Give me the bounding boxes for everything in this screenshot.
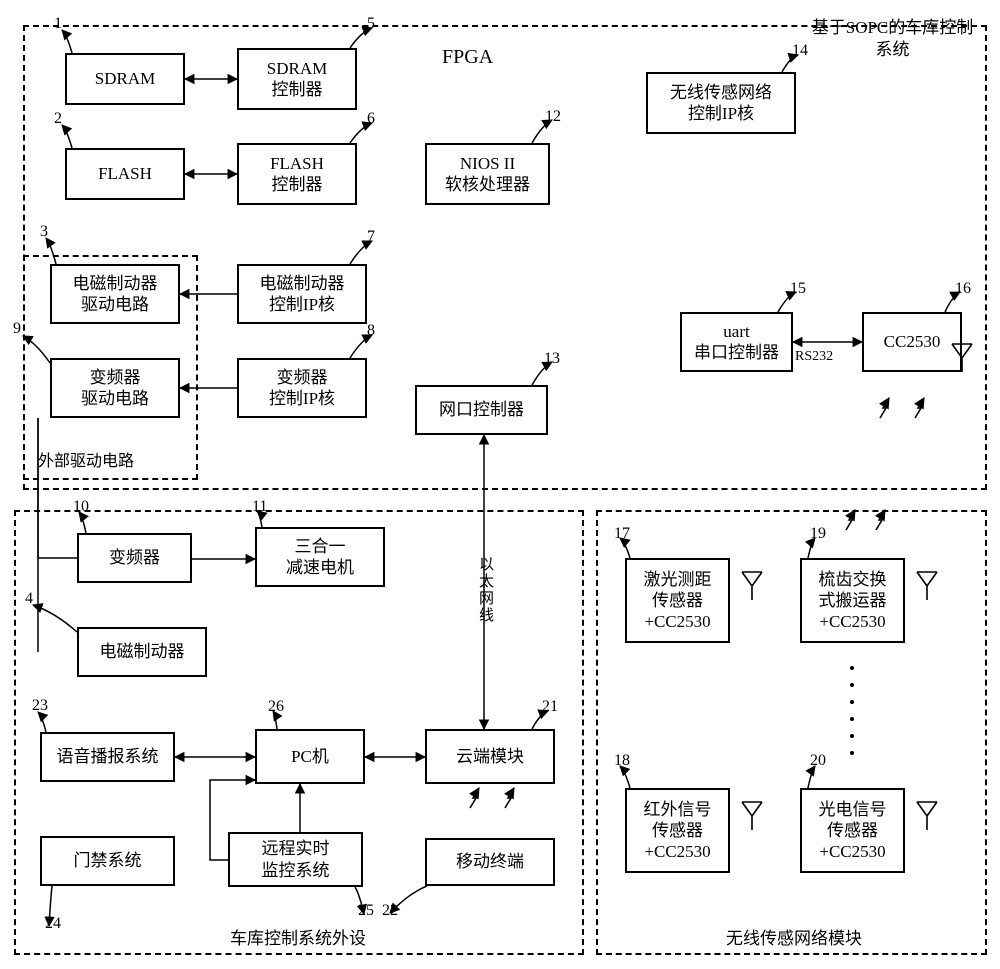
callout-16: 16 bbox=[955, 280, 971, 298]
callout-20: 20 bbox=[810, 752, 826, 770]
callout-1: 1 bbox=[54, 15, 62, 33]
callout-23: 23 bbox=[32, 697, 48, 715]
callout-8: 8 bbox=[367, 322, 375, 340]
callout-4: 4 bbox=[25, 590, 33, 608]
node-14: 无线传感网络 控制IP核 bbox=[646, 72, 796, 134]
diagram-canvas: 外部驱动电路车库控制系统外设 无线传感网络模块 基于SOPC的车库控制 系统 FPGA… bbox=[0, 0, 1000, 969]
node-17: 激光测距 传感器 +CC2530 bbox=[625, 558, 730, 643]
node-1: SDRAM bbox=[65, 53, 185, 105]
callout-7: 7 bbox=[367, 228, 375, 246]
node-23: 语音播报系统 bbox=[40, 732, 175, 782]
callout-19: 19 bbox=[810, 525, 826, 543]
node-6: FLASH 控制器 bbox=[237, 143, 357, 205]
callout-9: 9 bbox=[13, 320, 21, 338]
callout-25: 25 bbox=[358, 902, 374, 920]
node-2: FLASH bbox=[65, 148, 185, 200]
node-7: 电磁制动器 控制IP核 bbox=[237, 264, 367, 324]
callout-2: 2 bbox=[54, 110, 62, 128]
sopc-title: 基于SOPC的车库控制 系统 bbox=[800, 17, 985, 61]
callout-3: 3 bbox=[40, 223, 48, 241]
callout-18: 18 bbox=[614, 752, 630, 770]
node-11: 三合一 减速电机 bbox=[255, 527, 385, 587]
node-26: PC机 bbox=[255, 729, 365, 784]
node-5: SDRAM 控制器 bbox=[237, 48, 357, 110]
callout-22: 22 bbox=[382, 902, 398, 920]
node-12: NIOS II 软核处理器 bbox=[425, 143, 550, 205]
node-21: 云端模块 bbox=[425, 729, 555, 784]
node-9: 变频器 驱动电路 bbox=[50, 358, 180, 418]
ethernet-label: 以太网线 bbox=[475, 556, 496, 624]
callout-21: 21 bbox=[542, 698, 558, 716]
node-20: 光电信号 传感器 +CC2530 bbox=[800, 788, 905, 873]
node-24: 门禁系统 bbox=[40, 836, 175, 886]
callout-15: 15 bbox=[790, 280, 806, 298]
callout-6: 6 bbox=[367, 110, 375, 128]
node-18: 红外信号 传感器 +CC2530 bbox=[625, 788, 730, 873]
node-8: 变频器 控制IP核 bbox=[237, 358, 367, 418]
callout-24: 24 bbox=[45, 915, 61, 933]
callout-26: 26 bbox=[268, 698, 284, 716]
callout-5: 5 bbox=[367, 15, 375, 33]
callout-11: 11 bbox=[252, 498, 267, 516]
node-16: CC2530 bbox=[862, 312, 962, 372]
node-3: 电磁制动器 驱动电路 bbox=[50, 264, 180, 324]
group-label-periph: 车库控制系统外设 bbox=[230, 928, 366, 950]
node-19: 梳齿交换 式搬运器 +CC2530 bbox=[800, 558, 905, 643]
callout-14: 14 bbox=[792, 42, 808, 60]
callout-10: 10 bbox=[73, 498, 89, 516]
rs232-label: RS232 bbox=[795, 348, 833, 366]
node-13: 网口控制器 bbox=[415, 385, 548, 435]
callout-17: 17 bbox=[614, 525, 630, 543]
node-10: 变频器 bbox=[77, 533, 192, 583]
node-4: 电磁制动器 bbox=[77, 627, 207, 677]
callout-13: 13 bbox=[544, 350, 560, 368]
group-label-drv: 外部驱动电路 bbox=[38, 452, 134, 473]
fpga-label: FPGA bbox=[442, 44, 493, 70]
node-22: 移动终端 bbox=[425, 838, 555, 886]
node-15: uart 串口控制器 bbox=[680, 312, 793, 372]
callout-12: 12 bbox=[545, 108, 561, 126]
node-25: 远程实时 监控系统 bbox=[228, 832, 363, 887]
group-label-wsn: 无线传感网络模块 bbox=[726, 928, 862, 950]
